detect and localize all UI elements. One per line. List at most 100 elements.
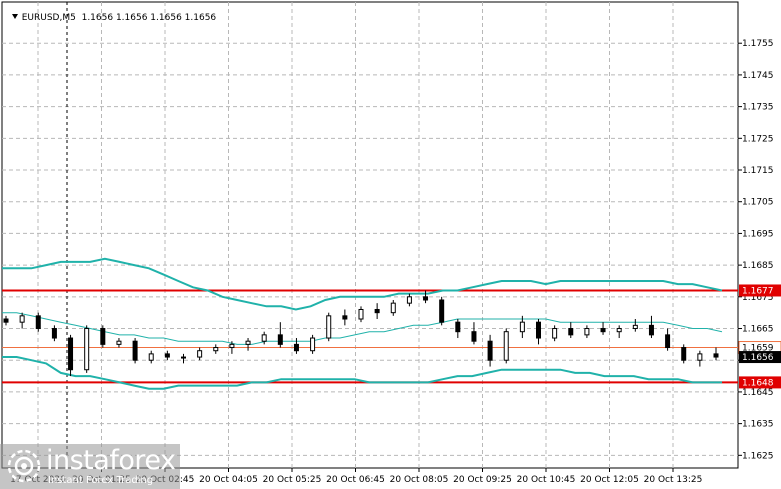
candle-body	[310, 337, 316, 352]
candle-body	[261, 334, 267, 342]
y-tick-label: 1.1725	[742, 134, 774, 144]
candle-body	[100, 328, 106, 345]
candle-body	[648, 324, 654, 336]
candle-body	[503, 331, 509, 361]
band-middle	[2, 312, 723, 345]
dropdown-icon[interactable]	[11, 14, 18, 19]
candle-body	[632, 324, 638, 330]
candle-body	[164, 353, 170, 358]
candle	[406, 293, 412, 307]
candle-body	[713, 353, 719, 358]
candle	[100, 325, 106, 348]
candle-body	[536, 321, 541, 339]
candle	[358, 306, 364, 323]
candle	[681, 344, 687, 364]
candle	[213, 344, 219, 354]
candle	[277, 322, 283, 348]
y-tick-label: 1.1745	[742, 71, 774, 81]
candle-body	[181, 356, 186, 359]
instaforex-watermark: instaforex Instant Forex Trading	[0, 444, 180, 489]
candle	[116, 338, 122, 348]
candle-body	[293, 343, 299, 352]
candle	[374, 303, 380, 320]
candle-body	[245, 340, 251, 345]
candle-body	[197, 350, 203, 358]
level-tag	[739, 376, 781, 389]
y-tick-label: 1.1735	[742, 103, 774, 113]
candle	[390, 299, 396, 316]
candle-body	[697, 353, 703, 361]
plot-frame	[1, 1, 739, 469]
x-tick-label: 20 Oct 09:25	[453, 475, 512, 485]
candle	[632, 319, 638, 332]
candle-body	[342, 315, 348, 320]
y-tick-label: 1.1755	[742, 39, 774, 49]
x-tick-label: 20 Oct 08:05	[390, 475, 449, 485]
watermark-tagline: Instant Forex Trading	[48, 475, 154, 486]
x-tick-label: 20 Oct 12:05	[580, 475, 639, 485]
candle-body	[3, 318, 9, 323]
level-tag-label: 1.1677	[742, 286, 774, 296]
candle-body	[116, 340, 122, 345]
candle-body	[132, 340, 138, 361]
candle-body	[584, 328, 590, 336]
y-tick-label: 1.1665	[742, 325, 774, 335]
candle	[310, 334, 316, 354]
candle	[326, 312, 332, 342]
watermark-brand: instaforex	[46, 445, 176, 476]
candle-body	[455, 321, 461, 333]
level-tag	[739, 284, 781, 297]
candle-body	[19, 315, 25, 323]
candle	[519, 315, 525, 339]
candle-body	[439, 299, 445, 323]
y-tick-label: 1.1675	[742, 293, 774, 303]
candle	[487, 334, 493, 367]
y-tick-label: 1.1625	[742, 451, 774, 461]
candle-body	[616, 328, 622, 333]
candle-body	[487, 340, 493, 361]
chart-grid	[1, 1, 739, 469]
symbol-label: EURUSD,M5	[21, 13, 76, 23]
candle-body	[600, 328, 606, 333]
candle-body	[213, 347, 219, 352]
band-lower	[2, 356, 722, 390]
price-axis: 1.1755 1.1745 1.1735 1.1725 1.1715 1.1705 1.16…	[738, 39, 781, 461]
x-tick-label: 20 Oct 13:25	[644, 475, 703, 485]
candle-body	[326, 315, 332, 339]
bollinger-bands	[2, 257, 723, 390]
candle-body	[277, 334, 283, 345]
candle-body	[406, 296, 412, 304]
ohlc-label: 1.1656 1.1656 1.1656 1.1656	[81, 13, 217, 23]
candle	[471, 322, 477, 345]
candle	[423, 290, 429, 304]
level-tag-label: 1.1648	[742, 378, 774, 388]
candle	[181, 353, 186, 364]
candle	[84, 325, 90, 373]
candle	[3, 315, 9, 326]
support-resistance-levels	[2, 289, 738, 384]
candle-body	[423, 296, 429, 301]
candle-body	[229, 343, 235, 349]
candle	[164, 350, 170, 361]
candle	[197, 347, 203, 361]
candle	[648, 315, 654, 339]
band-upper	[2, 257, 723, 311]
candle	[342, 309, 348, 326]
x-tick-label: 20 Oct 05:25	[263, 475, 322, 485]
candle	[665, 328, 671, 351]
candle	[616, 325, 622, 339]
candle	[600, 322, 606, 335]
candle-body	[68, 337, 74, 371]
candlesticks	[3, 290, 719, 377]
candle-body	[552, 328, 558, 339]
y-tick-label: 1.1645	[742, 388, 774, 398]
x-tick-label: 20 Oct 04:05	[199, 475, 258, 485]
y-tick-label: 1.1685	[742, 261, 774, 271]
candle-body	[358, 308, 364, 320]
candle-body	[519, 321, 525, 333]
price-tag	[739, 351, 781, 364]
candle-body	[665, 334, 671, 349]
candle-body	[35, 315, 41, 330]
candle	[132, 338, 138, 364]
